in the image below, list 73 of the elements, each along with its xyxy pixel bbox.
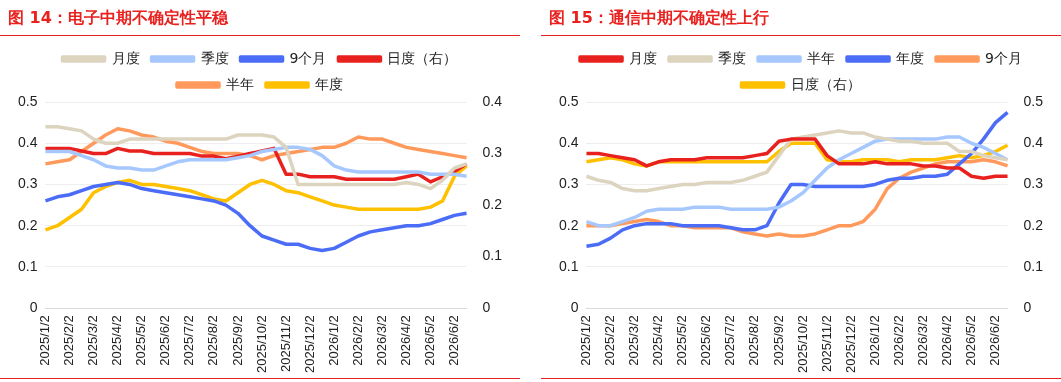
- legend-label: 9个月: [985, 49, 1022, 66]
- x-tick-label: 2025/7/2: [181, 315, 197, 366]
- x-tick-label: 2025/8/2: [205, 315, 221, 366]
- x-tick-label: 2025/4/2: [109, 315, 125, 366]
- legend-label: 9个月: [289, 49, 327, 66]
- x-tick-label: 2025/1/2: [37, 315, 53, 366]
- x-tick-label: 2025/11/2: [277, 315, 293, 373]
- x-tick-label: 2025/5/2: [133, 315, 149, 366]
- y2-tick-label: 0.3: [482, 144, 503, 161]
- y2-tick-label: 0.2: [482, 195, 503, 212]
- x-tick-label: 2025/5/2: [674, 315, 690, 366]
- x-tick-label: 2025/7/2: [722, 315, 738, 366]
- chart-title: 图 14：电子中期不确定性平稳: [0, 0, 520, 36]
- x-tick-label: 2026/3/2: [914, 315, 930, 366]
- x-tick-label: 2025/3/2: [85, 315, 101, 366]
- x-tick-label: 2026/6/2: [446, 315, 462, 366]
- legend-label: 季度: [200, 49, 229, 66]
- x-tick-label: 2025/10/2: [794, 315, 810, 374]
- legend-label: 季度: [718, 49, 747, 66]
- y-tick-label: 0.3: [17, 175, 38, 192]
- y2-tick-label: 0: [482, 299, 491, 316]
- y2-tick-label: 0.5: [1023, 92, 1044, 109]
- x-tick-label: 2025/2/2: [61, 315, 77, 366]
- y-tick-label: 0.1: [558, 257, 579, 274]
- legend-label: 日度（右）: [790, 75, 861, 92]
- chart-title: 图 15：通信中期不确定性上行: [541, 0, 1061, 36]
- legend-label: 半年: [226, 75, 254, 92]
- x-tick-label: 2026/1/2: [866, 315, 882, 366]
- y2-tick-label: 0: [1023, 299, 1032, 316]
- x-tick-label: 2025/12/2: [301, 315, 317, 374]
- legend-label: 年度: [896, 49, 925, 66]
- y-tick-label: 0: [570, 299, 579, 316]
- x-tick-label: 2026/1/2: [325, 315, 341, 366]
- x-tick-label: 2025/9/2: [229, 315, 245, 366]
- x-tick-label: 2025/10/2: [253, 315, 269, 374]
- y-tick-label: 0.4: [17, 134, 38, 151]
- y-tick-label: 0.5: [558, 92, 579, 109]
- y2-tick-label: 0.4: [482, 92, 503, 109]
- x-tick-label: 2026/5/2: [963, 315, 979, 366]
- x-tick-label: 2026/2/2: [349, 315, 365, 366]
- y-tick-label: 0.3: [558, 175, 579, 192]
- x-tick-label: 2025/1/2: [578, 315, 594, 366]
- y-tick-label: 0.2: [17, 216, 38, 233]
- x-tick-label: 2026/4/2: [938, 315, 954, 366]
- x-tick-label: 2025/2/2: [602, 315, 618, 366]
- y2-tick-label: 0.3: [1023, 175, 1044, 192]
- x-tick-label: 2025/3/2: [626, 315, 642, 366]
- x-tick-label: 2025/6/2: [157, 315, 173, 366]
- x-tick-label: 2025/11/2: [818, 315, 834, 373]
- legend-label: 半年: [807, 49, 836, 66]
- y-tick-label: 0.4: [558, 134, 579, 151]
- y-tick-label: 0.5: [17, 92, 38, 109]
- y2-tick-label: 0.1: [482, 247, 503, 264]
- y2-tick-label: 0.2: [1023, 216, 1044, 233]
- y2-tick-label: 0.1: [1023, 257, 1044, 274]
- x-tick-label: 2026/5/2: [422, 315, 438, 366]
- x-tick-label: 2026/3/2: [373, 315, 389, 366]
- y-tick-label: 0: [29, 299, 38, 316]
- legend-label: 月度: [629, 49, 658, 66]
- x-tick-label: 2025/8/2: [746, 315, 762, 366]
- y-tick-label: 0.2: [558, 216, 579, 233]
- x-tick-label: 2026/2/2: [890, 315, 906, 366]
- x-tick-label: 2025/9/2: [770, 315, 786, 366]
- legend-label: 年度: [315, 75, 343, 92]
- legend-label: 日度（右）: [387, 49, 458, 66]
- x-tick-label: 2026/6/2: [987, 315, 1003, 366]
- x-tick-label: 2025/4/2: [650, 315, 666, 366]
- x-tick-label: 2025/12/2: [842, 315, 858, 374]
- y-tick-label: 0.1: [17, 257, 38, 274]
- y2-tick-label: 0.4: [1023, 134, 1044, 151]
- x-tick-label: 2025/6/2: [698, 315, 714, 366]
- legend-label: 月度: [111, 49, 140, 66]
- x-tick-label: 2026/4/2: [397, 315, 413, 366]
